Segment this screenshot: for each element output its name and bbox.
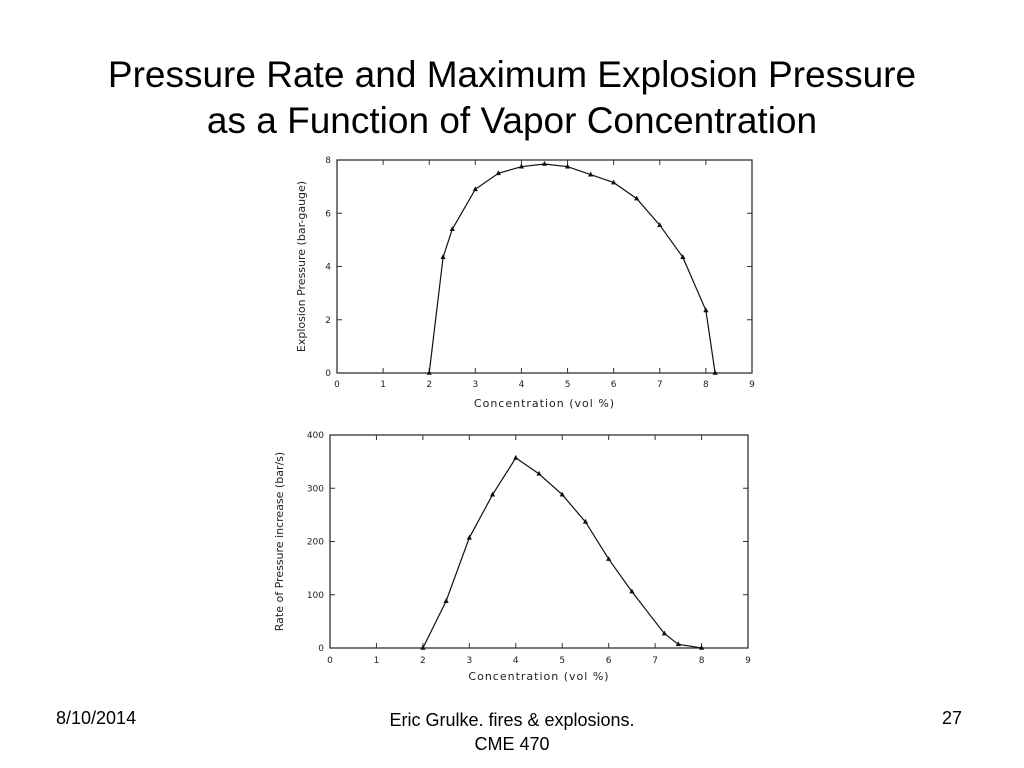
data-point-marker bbox=[440, 254, 446, 259]
x-tick-label: 0 bbox=[334, 380, 340, 390]
data-point-marker bbox=[588, 171, 594, 177]
x-tick-label: 3 bbox=[466, 656, 472, 666]
footer-date: 8/10/2014 bbox=[56, 708, 137, 728]
data-point-marker bbox=[703, 307, 709, 313]
y-tick-label: 300 bbox=[307, 484, 324, 494]
data-point-marker bbox=[657, 222, 663, 228]
slide-title-line-1: Pressure Rate and Maximum Explosion Pres… bbox=[107, 54, 917, 95]
slide-title-line-2: as a Function of Vapor Concentration bbox=[206, 100, 818, 141]
x-tick-label: 5 bbox=[559, 656, 565, 666]
y-tick-label: 0 bbox=[318, 644, 324, 654]
x-tick-label: 9 bbox=[749, 380, 755, 390]
data-point-marker bbox=[698, 645, 705, 650]
y-axis-label: Explosion Pressure (bar-gauge) bbox=[295, 181, 308, 352]
series-line bbox=[422, 457, 702, 649]
slide-title: Pressure Rate and Maximum Explosion Pres… bbox=[0, 52, 1024, 144]
x-tick-label: 8 bbox=[703, 380, 709, 390]
data-point-marker bbox=[661, 630, 667, 636]
chart-2: 0 1 2 3 4 5 6 7 8 9 0 100 200 300 400 Concentration (vo… bbox=[273, 431, 751, 683]
x-tick-label: 4 bbox=[519, 380, 525, 390]
chart-1: 0 1 2 3 4 5 6 7 8 9 0 2 4 6 8 Concentration (vol %) Expl… bbox=[295, 156, 755, 410]
x-tick-label: 1 bbox=[374, 656, 380, 666]
x-tick-label: 5 bbox=[565, 380, 571, 390]
footer-author-course-line-2: CME 470 bbox=[474, 734, 550, 754]
plot-frame bbox=[329, 434, 749, 649]
plot-frame bbox=[336, 159, 753, 374]
data-point-marker bbox=[513, 454, 519, 460]
x-tick-label: 2 bbox=[426, 380, 432, 390]
x-axis-label: Concentration (vol %) bbox=[474, 397, 615, 410]
x-tick-label: 7 bbox=[657, 380, 663, 390]
data-point-marker bbox=[426, 370, 432, 375]
data-point-marker bbox=[634, 195, 640, 201]
x-tick-label: 3 bbox=[472, 380, 478, 390]
x-tick-label: 4 bbox=[513, 656, 519, 666]
y-tick-label: 6 bbox=[325, 209, 331, 219]
data-point-marker bbox=[564, 163, 571, 169]
y-tick-label: 2 bbox=[325, 316, 331, 326]
data-point-marker bbox=[443, 598, 449, 603]
x-tick-label: 9 bbox=[745, 656, 751, 666]
series-line bbox=[428, 163, 716, 374]
x-tick-label: 6 bbox=[606, 656, 612, 666]
data-point-marker bbox=[536, 470, 542, 476]
data-point-marker bbox=[489, 491, 496, 497]
footer-author-course-line-1: Eric Grulke. fires & explosions. bbox=[389, 710, 635, 730]
x-tick-label: 0 bbox=[327, 656, 333, 666]
footer-center: Eric Grulke. fires & explosions. CME 470 bbox=[342, 708, 682, 756]
data-point-marker bbox=[466, 534, 472, 540]
x-tick-label: 8 bbox=[699, 656, 705, 666]
data-point-marker bbox=[420, 645, 426, 650]
data-point-marker bbox=[582, 518, 589, 524]
data-point-marker bbox=[611, 179, 617, 185]
y-tick-label: 400 bbox=[307, 431, 324, 441]
y-tick-label: 4 bbox=[325, 263, 331, 273]
y-tick-label: 100 bbox=[307, 591, 324, 601]
y-tick-label: 200 bbox=[307, 538, 324, 548]
data-point-marker bbox=[712, 370, 718, 375]
x-tick-label: 6 bbox=[611, 380, 617, 390]
y-axis-label: Rate of Pressure increase (bar/s) bbox=[273, 452, 286, 631]
data-point-marker bbox=[629, 588, 635, 594]
data-point-marker bbox=[472, 186, 478, 192]
y-tick-label: 0 bbox=[325, 369, 331, 379]
data-point-marker bbox=[606, 556, 612, 561]
data-point-marker bbox=[541, 160, 548, 166]
x-tick-label: 1 bbox=[380, 380, 386, 390]
data-point-marker bbox=[449, 226, 455, 232]
x-tick-label: 7 bbox=[652, 656, 658, 666]
x-tick-label: 2 bbox=[420, 656, 426, 666]
x-axis-label: Concentration (vol %) bbox=[468, 670, 609, 683]
data-point-marker bbox=[518, 163, 525, 169]
data-point-marker bbox=[495, 170, 501, 176]
data-point-marker bbox=[559, 491, 565, 497]
footer-page-number: 27 bbox=[941, 708, 962, 728]
y-tick-label: 8 bbox=[325, 156, 331, 166]
data-point-marker bbox=[675, 641, 681, 647]
data-point-marker bbox=[680, 254, 686, 259]
